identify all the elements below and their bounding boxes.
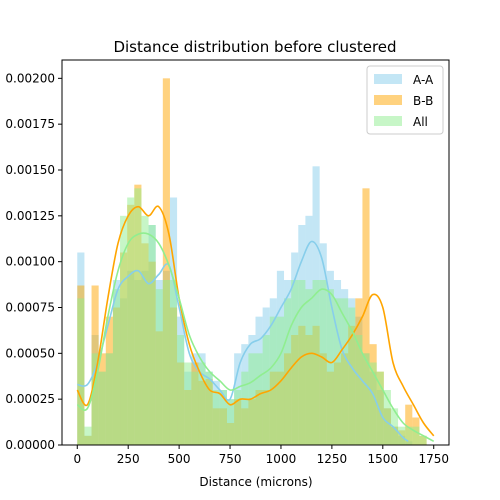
x-tick-label: 1000 xyxy=(266,452,297,466)
bar xyxy=(291,280,298,445)
bar xyxy=(370,363,377,446)
bar xyxy=(77,298,84,445)
y-tick-label: 0.00125 xyxy=(5,209,55,223)
x-axis-label: Distance (microns) xyxy=(199,475,312,489)
bar xyxy=(134,188,141,445)
bar xyxy=(191,372,198,445)
bar xyxy=(156,289,163,445)
bar xyxy=(99,372,106,445)
bar xyxy=(377,372,384,445)
bar xyxy=(177,335,184,445)
bar xyxy=(92,353,99,445)
x-tick-label: 500 xyxy=(168,452,191,466)
bar xyxy=(120,216,127,445)
bar xyxy=(234,390,241,445)
bar xyxy=(227,399,234,445)
bar xyxy=(256,353,263,445)
y-tick-label: 0.00000 xyxy=(5,438,55,452)
y-tick-label: 0.00075 xyxy=(5,301,55,315)
x-tick-label: 1750 xyxy=(418,452,449,466)
legend-swatch xyxy=(374,116,402,126)
bar xyxy=(263,335,270,445)
y-tick-label: 0.00150 xyxy=(5,163,55,177)
bar xyxy=(412,427,419,445)
x-tick-label: 1500 xyxy=(368,452,399,466)
legend-label: B-B xyxy=(413,94,433,108)
legend-swatch xyxy=(374,95,402,105)
legend-swatch xyxy=(374,74,402,84)
bar xyxy=(313,280,320,445)
y-tick-label: 0.00200 xyxy=(5,71,55,85)
bar xyxy=(163,280,170,445)
y-tick-label: 0.00025 xyxy=(5,392,55,406)
legend-label: All xyxy=(413,115,428,129)
bar xyxy=(184,363,191,446)
bar xyxy=(362,353,369,445)
bar xyxy=(149,225,156,445)
bar xyxy=(270,317,277,445)
legend: A-A B-B All xyxy=(367,66,443,134)
bar xyxy=(84,427,91,445)
x-tick-label: 250 xyxy=(117,452,140,466)
bar xyxy=(113,289,120,445)
x-tick-label: 0 xyxy=(73,452,81,466)
y-tick-label: 0.00100 xyxy=(5,255,55,269)
x-tick-label: 750 xyxy=(219,452,242,466)
bar xyxy=(320,280,327,445)
bar xyxy=(241,372,248,445)
bar xyxy=(206,372,213,445)
y-tick-label: 0.00175 xyxy=(5,117,55,131)
bar xyxy=(127,198,134,446)
chart-title: Distance distribution before clustered xyxy=(113,38,396,56)
bar xyxy=(170,280,177,445)
x-tick-label: 1250 xyxy=(317,452,348,466)
bar xyxy=(106,353,113,445)
bar xyxy=(305,289,312,445)
y-tick-label: 0.00050 xyxy=(5,346,55,360)
bar xyxy=(213,390,220,445)
legend-label: A-A xyxy=(413,73,434,87)
bar xyxy=(348,308,355,446)
bar xyxy=(141,216,148,445)
